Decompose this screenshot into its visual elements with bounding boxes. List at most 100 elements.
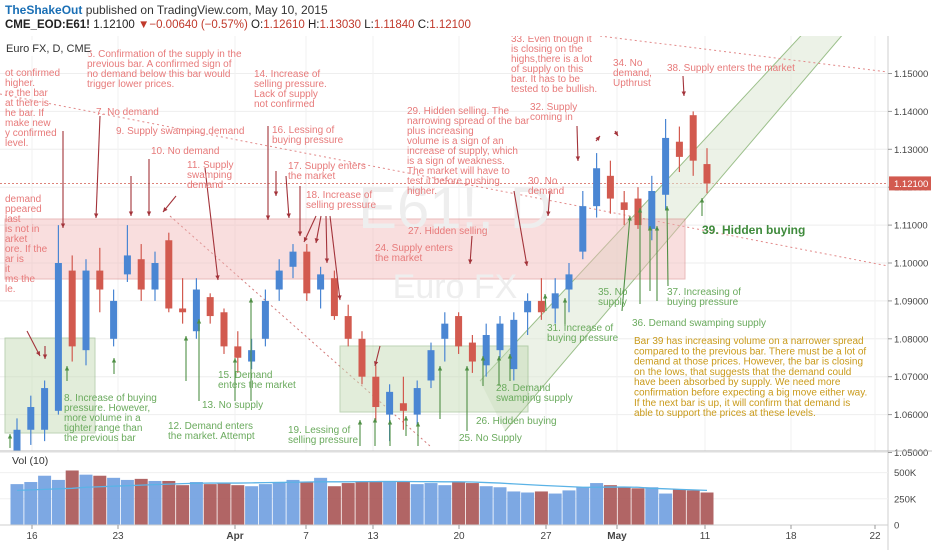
watermark-symbol: E61!, D: [358, 176, 551, 241]
price-tick-label: 1.05000: [894, 448, 928, 459]
candle-body: [261, 300, 269, 339]
candle-body: [41, 388, 49, 430]
candle-body: [675, 141, 683, 157]
annotation-arrowhead: [524, 261, 529, 266]
annotation-arrowhead: [314, 238, 319, 243]
annotation-arrowhead: [654, 226, 660, 231]
annotation-arrowhead: [637, 208, 643, 213]
annotation-arrowhead: [496, 356, 502, 361]
candle-body: [441, 323, 449, 339]
price-chart[interactable]: E61!, D Euro FX ot confirmed higher. re th…: [0, 36, 932, 550]
annotation-arrowhead: [664, 206, 670, 211]
annotation-a19: 19. Lessing of selling pressure: [288, 425, 358, 446]
annotation-arrow: [315, 215, 322, 244]
annotation-arrowhead: [387, 420, 393, 425]
price-tick-label: 1.07000: [894, 372, 928, 383]
annotation-a39: 39. Hidden buying: [702, 223, 805, 237]
candle-body: [510, 319, 518, 370]
volume-bar: [452, 482, 466, 525]
annotation-arrow: [666, 205, 669, 287]
volume-bar: [203, 484, 217, 525]
time-tick-label: 20: [453, 531, 465, 542]
candle-body: [427, 350, 435, 381]
annotation-note: Bar 39 has increasing volume on a narrow…: [634, 336, 867, 419]
volume-bar: [576, 487, 590, 525]
volume-bar: [603, 485, 617, 525]
annotation-arrowhead: [480, 356, 486, 361]
volume-tick-label: 0: [894, 521, 899, 532]
price-tick-label: 1.10000: [894, 259, 928, 270]
arrows-layer: [7, 75, 705, 448]
volume-bar: [107, 477, 121, 525]
volume-bar: [548, 493, 562, 525]
volume-bar: [617, 487, 631, 525]
title-bg: [2, 40, 90, 56]
high-value: 1.13030: [319, 19, 362, 31]
volume-bar: [396, 482, 410, 525]
annotation-arrowhead: [575, 156, 581, 161]
volume-bar: [10, 484, 24, 525]
annotation-arrow: [26, 330, 41, 357]
price-tick-label: 1.13000: [894, 145, 928, 156]
candle-body: [648, 190, 656, 229]
candle-body: [289, 251, 297, 267]
volume-bar: [38, 475, 52, 525]
annotation-arrow: [329, 215, 341, 301]
candle-body: [317, 274, 325, 290]
annotation-a34: 34. No demand, Upthrust: [613, 58, 652, 89]
quote-line: CME_EOD:E61! 1.12100 ▼−0.00640 (−0.57%) …: [5, 19, 471, 31]
volume-bar: [258, 484, 272, 525]
annotation-a13: 13. No supply: [202, 400, 263, 411]
annotation-a8: 8. Increase of buying pressure. However, m…: [64, 393, 157, 444]
annotation-arrow: [95, 115, 101, 219]
volume-tick-label: 500K: [894, 468, 917, 479]
candle-body: [165, 240, 173, 309]
volume-bar: [51, 479, 65, 525]
volume-ma-line: [16, 480, 708, 492]
volume-bar: [672, 489, 686, 525]
candle-body: [96, 270, 104, 290]
time-tick-label: 7: [303, 531, 309, 542]
candle-body: [455, 316, 463, 347]
candle-body: [413, 388, 421, 415]
candle-body: [151, 263, 159, 290]
volume-bar: [493, 487, 507, 525]
price-axis[interactable]: 1.150001.140001.130001.120001.110001.100…: [888, 69, 931, 459]
time-tick-label: 16: [26, 531, 38, 542]
open-label: O:: [251, 19, 264, 31]
candle-body: [303, 251, 311, 294]
candle-body: [248, 350, 256, 362]
volume-bar: [534, 491, 548, 525]
annotation-a2: demand ppeared last is not in arket ore. If t…: [5, 194, 48, 295]
volume-bar: [300, 482, 314, 525]
zone-layer: [0, 36, 888, 447]
upper-trendline: [599, 36, 888, 73]
candles-layer: [13, 111, 711, 451]
annotation-a15: 15. Demand enters the market: [218, 370, 296, 391]
annotation-arrowhead: [265, 215, 271, 220]
annotation-arrowhead: [128, 211, 134, 216]
volume-label: Vol (10): [12, 455, 48, 467]
close-value: 1.12100: [429, 19, 471, 31]
annotation-a25: 25. No Supply: [459, 433, 522, 444]
annotation-arrowhead: [303, 237, 308, 242]
annotation-arrowhead: [324, 258, 330, 263]
brand-link[interactable]: TheShakeOut: [5, 3, 83, 17]
annotation-a12: 12. Demand enters the market. Attempt: [168, 421, 255, 442]
candle-body: [110, 300, 118, 339]
time-tick-label: 23: [112, 531, 124, 542]
annotation-a32: 32. Supply coming in: [530, 102, 577, 123]
annotation-arrowhead: [468, 259, 473, 264]
symbol-label[interactable]: CME_EOD:E61!: [5, 19, 90, 31]
time-axis[interactable]: 16 23 Apr 7 13 20 27 May 11 18 22: [26, 525, 881, 542]
chart-title: Euro FX, D, CME: [6, 43, 91, 55]
annotation-arrowhead: [286, 213, 291, 218]
price-change: −0.00640 (−0.57%): [149, 19, 248, 31]
annotation-a6: 6. Confirmation of the supply in the prev…: [87, 49, 242, 90]
annotation-arrow: [204, 167, 219, 281]
annotation-arrowhead: [415, 422, 421, 427]
price-tick-label: 1.14000: [894, 107, 928, 118]
volume-tick-label: 250K: [894, 494, 917, 505]
price-tick-label: 1.15000: [894, 69, 928, 80]
annotation-arrowhead: [248, 298, 254, 303]
